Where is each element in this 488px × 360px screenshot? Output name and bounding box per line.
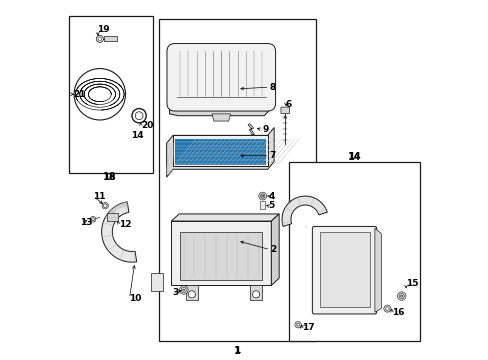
Bar: [173, 135, 267, 166]
Circle shape: [385, 307, 388, 310]
Bar: [180, 232, 262, 280]
Polygon shape: [169, 96, 272, 116]
Text: 5: 5: [267, 201, 274, 210]
Polygon shape: [282, 196, 326, 226]
Circle shape: [252, 291, 259, 298]
Text: 18: 18: [102, 172, 116, 182]
Polygon shape: [171, 214, 279, 221]
Circle shape: [260, 194, 264, 198]
Text: 10: 10: [129, 294, 142, 303]
Text: 18: 18: [103, 173, 116, 182]
Circle shape: [103, 204, 107, 207]
Circle shape: [383, 305, 390, 312]
Bar: [159, 19, 315, 341]
Circle shape: [98, 37, 102, 41]
Text: 16: 16: [391, 309, 404, 318]
Circle shape: [91, 218, 94, 221]
FancyBboxPatch shape: [281, 107, 289, 113]
Circle shape: [188, 291, 195, 298]
Polygon shape: [212, 114, 230, 121]
Text: 6: 6: [285, 100, 292, 109]
Text: 14: 14: [347, 152, 360, 161]
Bar: [151, 273, 163, 291]
Text: 2: 2: [270, 245, 276, 254]
Bar: [104, 36, 117, 41]
Text: 1: 1: [233, 346, 240, 356]
Text: 9: 9: [262, 126, 268, 135]
Bar: [249, 285, 262, 300]
Text: 1: 1: [234, 346, 240, 355]
Text: 13: 13: [80, 219, 93, 228]
Bar: [107, 213, 118, 221]
Polygon shape: [102, 202, 137, 262]
Circle shape: [296, 323, 299, 326]
FancyBboxPatch shape: [166, 44, 275, 111]
Text: 8: 8: [269, 83, 275, 92]
Text: 7: 7: [269, 151, 275, 160]
Text: 3: 3: [172, 288, 178, 297]
FancyBboxPatch shape: [312, 226, 376, 314]
Circle shape: [96, 35, 103, 42]
Bar: [319, 232, 369, 307]
Text: 14: 14: [347, 152, 361, 162]
Circle shape: [258, 192, 266, 200]
Bar: [171, 221, 271, 285]
Polygon shape: [166, 127, 274, 177]
Circle shape: [397, 292, 405, 300]
Text: 11: 11: [93, 192, 105, 201]
Text: 4: 4: [267, 192, 274, 201]
Circle shape: [398, 294, 404, 298]
Bar: [185, 285, 198, 300]
Bar: [175, 139, 265, 165]
Text: 20: 20: [141, 121, 153, 130]
Circle shape: [183, 289, 184, 291]
Text: 15: 15: [405, 279, 418, 288]
Bar: [288, 162, 419, 341]
Polygon shape: [247, 123, 254, 135]
Text: 14: 14: [131, 131, 143, 140]
Polygon shape: [105, 202, 128, 220]
Circle shape: [102, 203, 108, 209]
Circle shape: [179, 286, 188, 294]
Circle shape: [400, 295, 402, 297]
Circle shape: [261, 195, 263, 197]
Bar: [69, 16, 153, 173]
Circle shape: [294, 321, 301, 328]
Polygon shape: [271, 214, 279, 285]
Polygon shape: [374, 228, 381, 312]
Circle shape: [90, 216, 96, 222]
Text: 19: 19: [97, 26, 110, 35]
Text: 12: 12: [119, 220, 131, 229]
Text: 21: 21: [73, 90, 85, 99]
Text: 17: 17: [301, 323, 314, 332]
Circle shape: [181, 288, 186, 293]
Bar: [260, 202, 264, 208]
